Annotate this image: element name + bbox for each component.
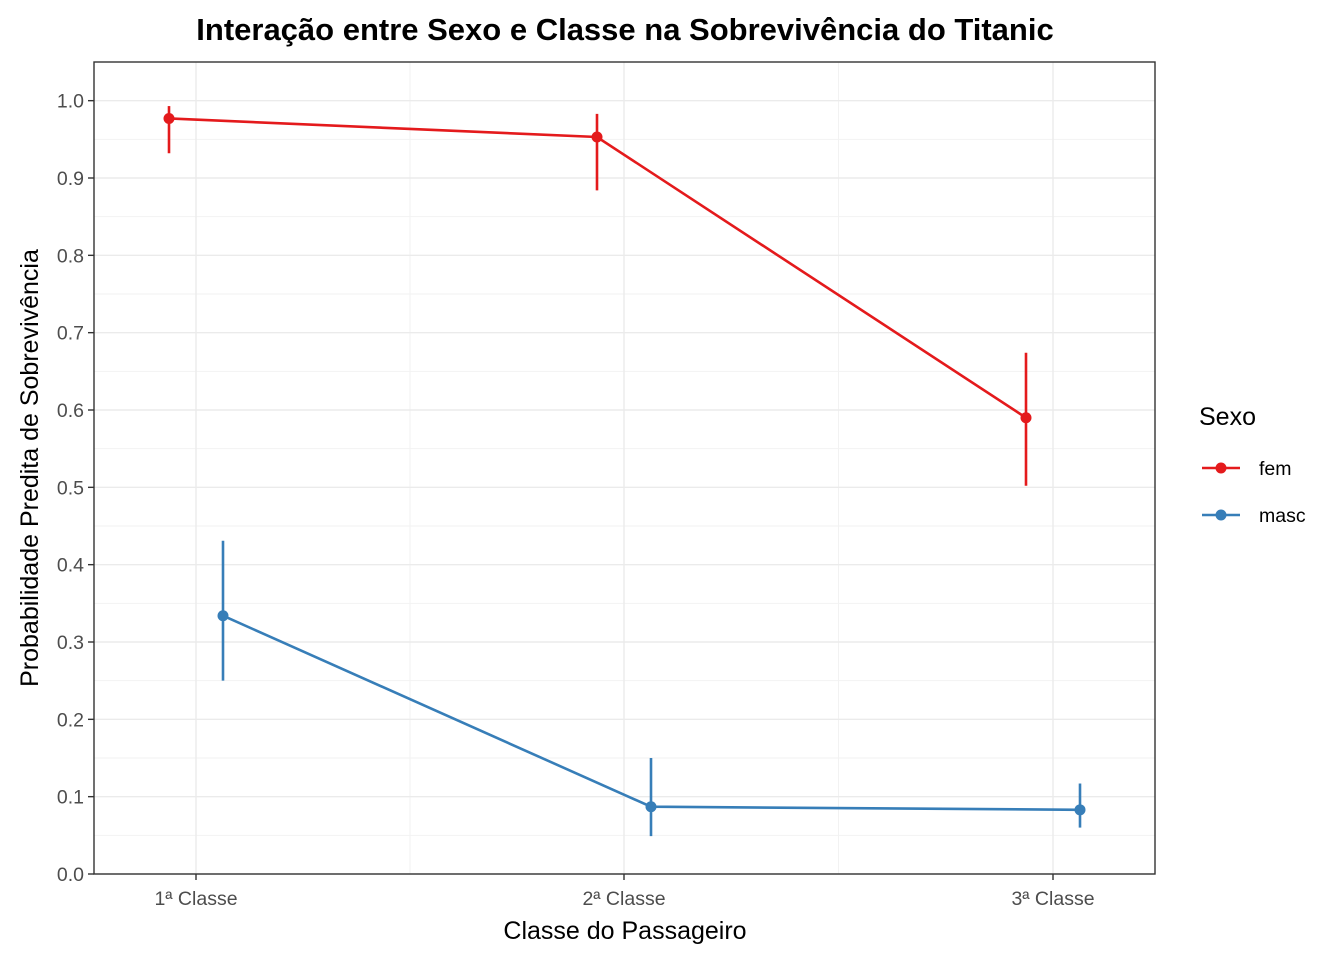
- series-fem: [163, 106, 1032, 486]
- point-masc: [217, 610, 229, 622]
- point-masc: [1074, 804, 1086, 816]
- legend-title: Sexo: [1199, 403, 1256, 431]
- y-tick-label: 0.6: [57, 400, 84, 422]
- y-tick-label: 0.8: [57, 245, 84, 267]
- point-fem: [1020, 412, 1032, 424]
- x-tick-label: 2ª Classe: [582, 888, 665, 910]
- y-axis: 0.0 0.1 0.2 0.3 0.4 0.5 0.6 0.7 0.8 0.9 1.0: [57, 91, 94, 886]
- legend-key-masc: [1202, 509, 1240, 521]
- y-tick-label: 0.4: [57, 555, 84, 577]
- grid-lines: [94, 62, 1155, 875]
- series-masc: [217, 540, 1086, 837]
- y-tick-label: 0.0: [57, 864, 84, 886]
- y-tick-label: 0.3: [57, 632, 84, 654]
- y-tick-label: 0.7: [57, 323, 84, 345]
- y-tick-label: 0.5: [57, 477, 84, 499]
- point-fem: [163, 112, 175, 124]
- x-axis-title: Classe do Passageiro: [503, 917, 746, 945]
- legend-label-masc: masc: [1259, 505, 1306, 527]
- point-fem: [591, 131, 603, 143]
- chart-title: Interação entre Sexo e Classe na Sobrevi…: [196, 12, 1053, 47]
- legend-key-fem: [1202, 462, 1240, 474]
- y-tick-label: 1.0: [57, 91, 84, 113]
- legend-key-point: [1215, 509, 1227, 521]
- y-axis-title: Probabilidade Predita de Sobrevivência: [16, 249, 44, 687]
- legend: Sexo fem masc: [1199, 403, 1306, 527]
- legend-label-fem: fem: [1259, 458, 1292, 480]
- x-tick-label: 1ª Classe: [154, 888, 237, 910]
- y-tick-label: 0.9: [57, 168, 84, 190]
- series-layer: [163, 106, 1086, 837]
- x-axis: 1ª Classe 2ª Classe 3ª Classe: [154, 874, 1095, 910]
- y-tick-label: 0.1: [57, 787, 84, 809]
- legend-key-point: [1215, 462, 1227, 474]
- x-tick-label: 3ª Classe: [1011, 888, 1094, 910]
- y-tick-label: 0.2: [57, 709, 84, 731]
- point-masc: [645, 801, 657, 813]
